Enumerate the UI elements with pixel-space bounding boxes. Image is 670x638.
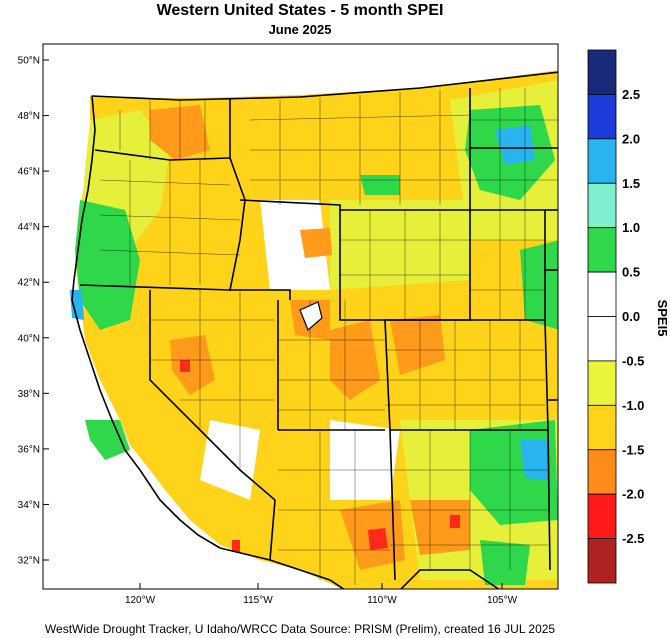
colorbar-swatch	[587, 227, 617, 273]
colorbar-tick-label: 0.5	[622, 265, 640, 280]
colorbar-tick-label: -0.5	[622, 353, 644, 368]
lat-tick-label: 32°N	[18, 556, 40, 567]
lat-tick-label: 44°N	[18, 222, 40, 233]
lon-tick-label: 105°W	[487, 595, 518, 606]
map-subtitle: June 2025	[268, 22, 332, 37]
map-frame	[42, 43, 559, 590]
colorbar-swatch	[587, 493, 617, 539]
colorbar-label: SPEI5	[655, 300, 670, 337]
colorbar-tick-label: 1.5	[622, 176, 640, 191]
colorbar-tick-label: -2.0	[622, 487, 644, 502]
lat-tick-label: 40°N	[18, 333, 40, 344]
map-title: Western United States - 5 month SPEI	[156, 2, 444, 19]
colorbar-tick-label: -1.0	[622, 398, 644, 413]
footer-credit: WestWide Drought Tracker, U Idaho/WRCC D…	[44, 622, 556, 636]
lat-tick-label: 50°N	[18, 56, 40, 67]
longitude-axis: 120°W 115°W 110°W 105°W	[125, 583, 518, 606]
colorbar-swatch	[587, 138, 617, 184]
lon-tick-label: 115°W	[243, 595, 273, 606]
colorbar-swatch	[587, 94, 617, 140]
lon-tick-label: 110°W	[367, 595, 397, 606]
colorbar-swatch	[587, 404, 617, 451]
lat-tick-label: 42°N	[18, 278, 40, 289]
colorbar-swatch	[587, 538, 617, 584]
latitude-axis: 32°N 34°N 36°N 38°N 40°N 42°N 44°N 46°N 48°N 50°N	[18, 56, 49, 567]
colorbar-tick-label: 2.5	[622, 87, 640, 102]
lon-tick-label: 120°W	[125, 595, 156, 606]
lat-tick-label: 38°N	[18, 389, 40, 400]
colorbar-tick-label: -1.5	[622, 442, 644, 457]
lat-tick-label: 48°N	[18, 111, 40, 122]
colorbar-tick-label: 1.0	[622, 220, 640, 235]
colorbar-swatch	[587, 360, 617, 406]
colorbar-swatch	[587, 49, 617, 95]
county-boundaries	[99, 88, 558, 585]
lat-tick-label: 46°N	[18, 167, 40, 178]
colorbar-swatch	[587, 182, 617, 229]
colorbar-tick-label: 0.0	[622, 309, 640, 324]
colorbar-tick-label: 2.0	[622, 131, 640, 146]
colorbar-swatch	[587, 271, 617, 317]
lat-tick-label: 34°N	[18, 500, 40, 511]
great-salt-lake	[299, 301, 323, 332]
colorbar: 2.5 2.0 1.5 1.0 0.5 0.0 -0.5 -1.0 -1.5 -2.0 -2.5	[587, 49, 644, 584]
colorbar-swatch	[587, 449, 617, 495]
lat-tick-label: 36°N	[18, 444, 40, 455]
state-boundaries	[71, 71, 558, 589]
colorbar-tick-label: -2.5	[622, 531, 644, 546]
colorbar-swatch	[587, 316, 617, 362]
